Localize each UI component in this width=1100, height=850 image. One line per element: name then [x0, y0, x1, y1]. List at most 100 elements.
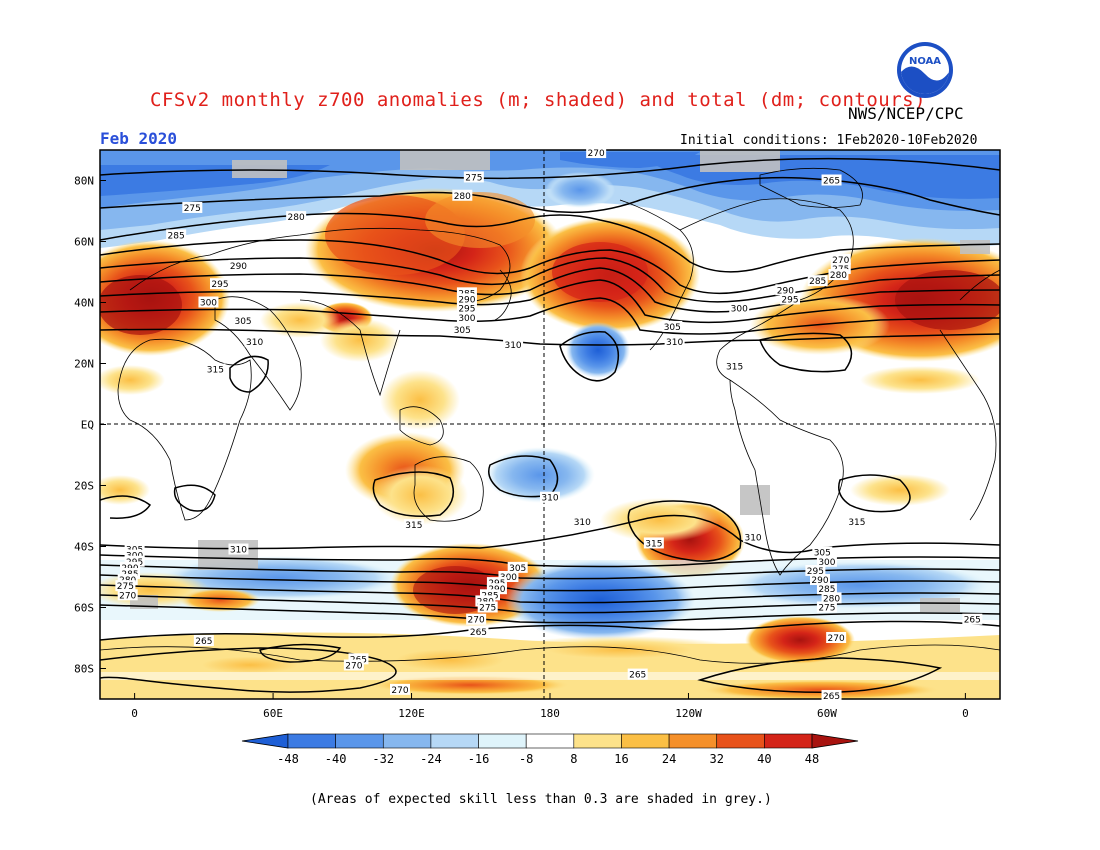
contour-label-bg: [477, 601, 498, 613]
contour-label: 265: [629, 671, 646, 681]
colorbar-level-label: 40: [757, 752, 771, 766]
contour-label: 315: [726, 363, 743, 373]
contour-label: 270: [832, 256, 849, 266]
noaa-logo: NOAA: [897, 42, 953, 98]
contour-label-bg: [805, 564, 826, 576]
contour-label-bg: [826, 632, 847, 643]
colorbar-level-label: 48: [805, 752, 819, 766]
skill-footnote: (Areas of expected skill less than 0.3 a…: [310, 792, 772, 807]
contour-label-bg: [830, 262, 851, 274]
lon-tick-label: 180: [540, 707, 560, 720]
contour-label: 315: [848, 518, 865, 528]
colorbar-level-label: 8: [570, 752, 577, 766]
contour-label: 305: [814, 549, 831, 559]
contour-label: 310: [666, 338, 683, 348]
contour-label-bg: [816, 555, 837, 567]
contour-label: 310: [246, 338, 263, 348]
colorbar-level-label: -32: [372, 752, 394, 766]
contour-label-bg: [962, 613, 983, 625]
contour-label: 275: [117, 582, 134, 592]
colorbar-segment: [478, 733, 527, 749]
lat-tick-label: 80S: [74, 663, 94, 676]
contour-label: 270: [588, 149, 605, 159]
lat-tick-label: 40S: [74, 541, 94, 554]
contour-label-bg: [828, 269, 849, 281]
contour-label-bg: [124, 555, 145, 567]
contour-label-bg: [452, 323, 473, 335]
contour-label-bg: [775, 284, 796, 296]
contour-label-bg: [486, 577, 507, 589]
contour-label-bg: [807, 275, 828, 287]
contour-label-bg: [228, 259, 249, 271]
lat-tick-label: 60S: [74, 602, 94, 615]
noaa-logo-text: NOAA: [909, 56, 941, 67]
contour-label: 300: [731, 305, 748, 315]
contour-label-bg: [348, 653, 369, 665]
contour-label-bg: [507, 561, 528, 573]
contour-label-bg: [475, 595, 496, 607]
contour-label: 270: [119, 591, 136, 601]
date-label: Feb 2020: [100, 129, 178, 148]
contour-label-bg: [205, 363, 226, 375]
contour-label: 280: [288, 213, 305, 223]
contour-label: 295: [458, 305, 475, 315]
colorbar-level-label: -40: [325, 752, 347, 766]
contour-label-bg: [780, 293, 800, 305]
lat-tick-label: 20N: [74, 358, 94, 371]
contour-label: 310: [504, 341, 521, 351]
colorbar-segment: [573, 733, 622, 749]
contour-label-bg: [124, 543, 145, 555]
lat-tick-label: EQ: [81, 419, 94, 432]
contour-label-bg: [166, 229, 187, 241]
contour-label-bg: [743, 531, 764, 543]
contour-label-bg: [821, 689, 842, 701]
contour-label: 265: [195, 637, 212, 647]
contour-label-bg: [830, 253, 851, 265]
contour-label: 285: [818, 585, 835, 595]
contour-label: 280: [454, 192, 471, 202]
contour-label-bg: [120, 561, 140, 573]
contour-label-bg: [572, 516, 593, 528]
contour-label-bg: [244, 336, 265, 348]
contour-label: 265: [470, 628, 487, 638]
contour-label-bg: [503, 339, 524, 351]
contour-label: 290: [811, 576, 828, 586]
contour-label-bg: [210, 278, 230, 290]
contour-label-bg: [452, 189, 473, 201]
contour-label: 270: [391, 686, 408, 696]
contour-label: 275: [465, 173, 482, 183]
agency-label: NWS/NCEP/CPC: [848, 104, 964, 123]
latitude-axis: 80N 60N 40N 20N EQ 20S 40S 60S 80S: [74, 175, 106, 676]
contour-label-bg: [115, 580, 136, 592]
contour-label: 285: [809, 277, 826, 287]
contour-label: 270: [468, 616, 485, 626]
contour-label: 285: [168, 231, 185, 241]
contour-label-bg: [846, 516, 867, 528]
colorbar-level-label: -48: [277, 752, 299, 766]
contour-label-bg: [821, 174, 842, 186]
contour-label: 275: [184, 204, 201, 214]
contour-label-bg: [182, 201, 203, 213]
contour-label: 270: [828, 634, 845, 644]
initial-conditions-label: Initial conditions: 1Feb2020-10Feb2020: [680, 133, 978, 148]
contour-label-bg: [643, 537, 664, 549]
contour-label-bg: [124, 549, 145, 561]
height-contours: [100, 157, 1000, 693]
contour-label: 310: [574, 518, 591, 528]
contour-label: 265: [823, 177, 840, 187]
contour-label: 310: [230, 546, 247, 556]
colorbar-level-label: -24: [420, 752, 442, 766]
contour-label: 310: [541, 494, 558, 504]
lat-tick-label: 20S: [74, 480, 94, 493]
lon-tick-label: 120E: [398, 707, 425, 720]
contour-label-bg: [198, 296, 219, 308]
contour-label: 315: [645, 539, 662, 549]
contour-label-bg: [812, 546, 833, 558]
lat-tick-label: 60N: [74, 236, 94, 249]
contour-label-bg: [233, 314, 254, 326]
contour-label-bg: [456, 311, 477, 323]
contour-labels: 2702752802652752802852902953003053103152…: [115, 147, 983, 702]
colorbar-high-extension: [811, 733, 859, 749]
contour-label: 290: [230, 262, 247, 272]
contour-label: 265: [823, 692, 840, 702]
